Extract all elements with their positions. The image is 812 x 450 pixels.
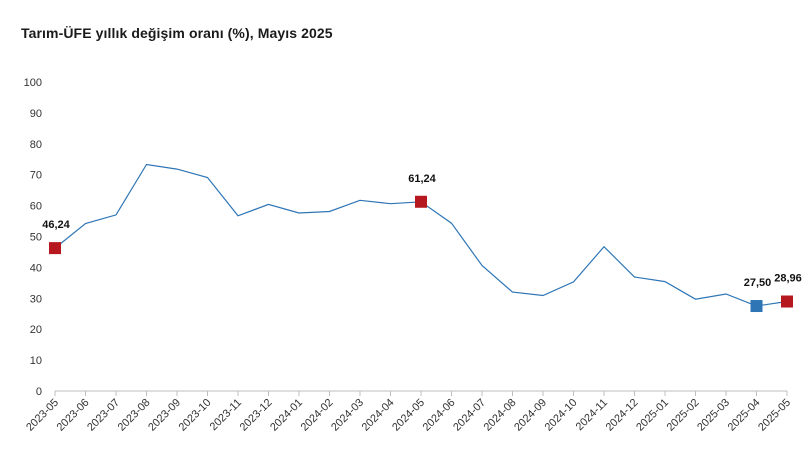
x-tick-label: 2024-06 <box>421 397 458 434</box>
x-tick-label: 2024-02 <box>299 397 336 434</box>
x-tick-label: 2025-05 <box>756 397 793 434</box>
x-tick-label: 2024-07 <box>451 397 488 434</box>
y-tick-label: 50 <box>30 232 42 244</box>
y-tick-label: 100 <box>24 77 42 89</box>
x-tick-label: 2025-02 <box>665 397 702 434</box>
x-tick-label: 2024-09 <box>512 397 549 434</box>
x-tick-label: 2023-06 <box>55 397 92 434</box>
data-label: 46,24 <box>42 219 70 231</box>
y-tick-label: 90 <box>30 108 42 120</box>
x-axis-labels: 2023-052023-062023-072023-082023-092023-… <box>24 397 793 434</box>
data-label: 27,50 <box>744 277 772 289</box>
chart-title: Tarım-ÜFE yıllık değişim oranı (%), Mayı… <box>21 25 333 41</box>
data-label: 61,24 <box>408 173 436 185</box>
data-point-marker <box>415 195 427 208</box>
y-tick-label: 40 <box>30 262 42 274</box>
x-tick-label: 2024-05 <box>390 397 427 434</box>
data-point-marker <box>781 295 793 308</box>
x-tick-label: 2023-05 <box>24 397 61 434</box>
x-tick-label: 2024-04 <box>360 397 397 434</box>
data-point-marker <box>750 300 763 313</box>
x-tick-label: 2023-12 <box>238 397 275 434</box>
x-axis-tickmarks <box>54 391 788 396</box>
x-tick-label: 2024-10 <box>543 397 580 434</box>
x-tick-label: 2023-07 <box>85 397 122 434</box>
y-tick-label: 0 <box>36 386 42 398</box>
x-tick-label: 2023-09 <box>146 397 183 434</box>
y-tick-label: 10 <box>30 355 42 367</box>
data-point-marker <box>49 242 61 255</box>
y-tick-label: 20 <box>30 324 42 336</box>
y-tick-label: 70 <box>30 170 42 182</box>
y-tick-label: 30 <box>30 293 42 305</box>
x-tick-label: 2024-03 <box>329 397 366 434</box>
x-tick-label: 2025-04 <box>726 397 763 434</box>
x-tick-label: 2023-10 <box>177 397 214 434</box>
highlight-markers: 46,24 61,24 27,50 28,96 <box>42 173 802 313</box>
x-tick-label: 2024-08 <box>482 397 519 434</box>
x-tick-label: 2025-03 <box>695 397 732 434</box>
x-tick-label: 2024-12 <box>604 397 641 434</box>
y-axis-ticks: 0 10 20 30 40 50 60 70 80 90 100 <box>24 77 42 398</box>
data-label: 28,96 <box>774 273 802 285</box>
series-line <box>54 163 788 307</box>
x-tick-label: 2024-01 <box>268 397 305 434</box>
x-tick-label: 2023-08 <box>116 397 153 434</box>
x-tick-label: 2025-01 <box>634 397 671 434</box>
y-tick-label: 80 <box>30 139 42 151</box>
y-tick-label: 60 <box>30 201 42 213</box>
